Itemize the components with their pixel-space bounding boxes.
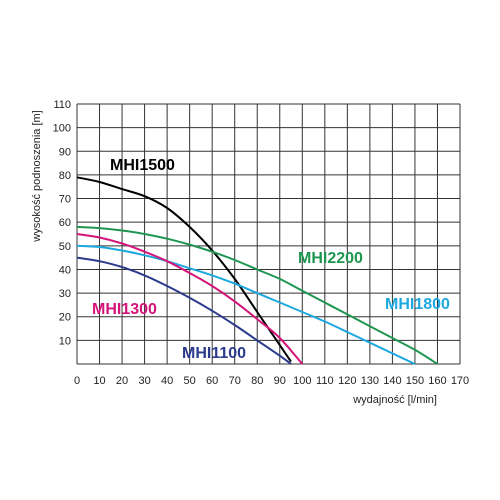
x-tick-label: 140 [383,375,401,387]
y-tick-label: 80 [59,170,71,182]
chart-curves [76,176,439,365]
x-tick-label: 100 [293,375,311,387]
series-label-mhi1100: MHI1100 [182,345,246,362]
series-line-mhi2200 [76,225,439,365]
x-tick-label: 130 [361,375,379,387]
x-tick-label: 80 [251,375,263,387]
y-tick-label: 110 [53,99,71,111]
x-tick-label: 70 [229,375,241,387]
series-line-mhi1300 [76,233,304,365]
x-tick-label: 60 [206,375,218,387]
x-tick-label: 40 [161,375,173,387]
x-tick-label: 170 [451,375,469,387]
series-label-mhi1500: MHI1500 [110,157,175,174]
x-tick-label: 160 [428,375,446,387]
y-tick-label: 30 [59,288,71,300]
series-label-mhi2200: MHI2200 [298,250,363,267]
axis-ticks: 0 10 20 30 40 50 60 70 80 90 100 110 120 130 140 150 160… [53,99,470,387]
series-label-mhi1800: MHI1800 [385,296,450,313]
chart-grid [76,103,461,365]
series-line-mhi1100 [76,256,292,365]
x-tick-label: 30 [138,375,150,387]
series-line-mhi1800 [76,244,416,365]
y-tick-label: 10 [59,335,71,347]
y-tick-label: 50 [59,241,71,253]
y-tick-label: 100 [53,123,71,135]
y-tick-label: 70 [59,194,71,206]
x-tick-label: 150 [406,375,424,387]
y-axis-title: wysokość podnoszenia [m] [31,110,43,242]
x-tick-label: 110 [316,375,334,387]
x-tick-label: 120 [338,375,356,387]
series-label-mhi1300: MHI1300 [92,301,157,318]
series-labels: MHI1500 MHI2200 MHI1800 MHI1300 MHI1100 [92,157,450,362]
x-tick-label: 20 [116,375,128,387]
x-axis-title: wydajność [l/min] [352,394,437,406]
y-tick-label: 90 [59,146,71,158]
x-tick-label: 90 [274,375,286,387]
x-tick-label: 50 [184,375,196,387]
x-tick-label: 10 [93,375,105,387]
y-tick-label: 20 [59,312,71,324]
x-tick-label: 0 [74,375,80,387]
y-tick-label: 60 [59,217,71,229]
y-tick-label: 40 [59,264,71,276]
